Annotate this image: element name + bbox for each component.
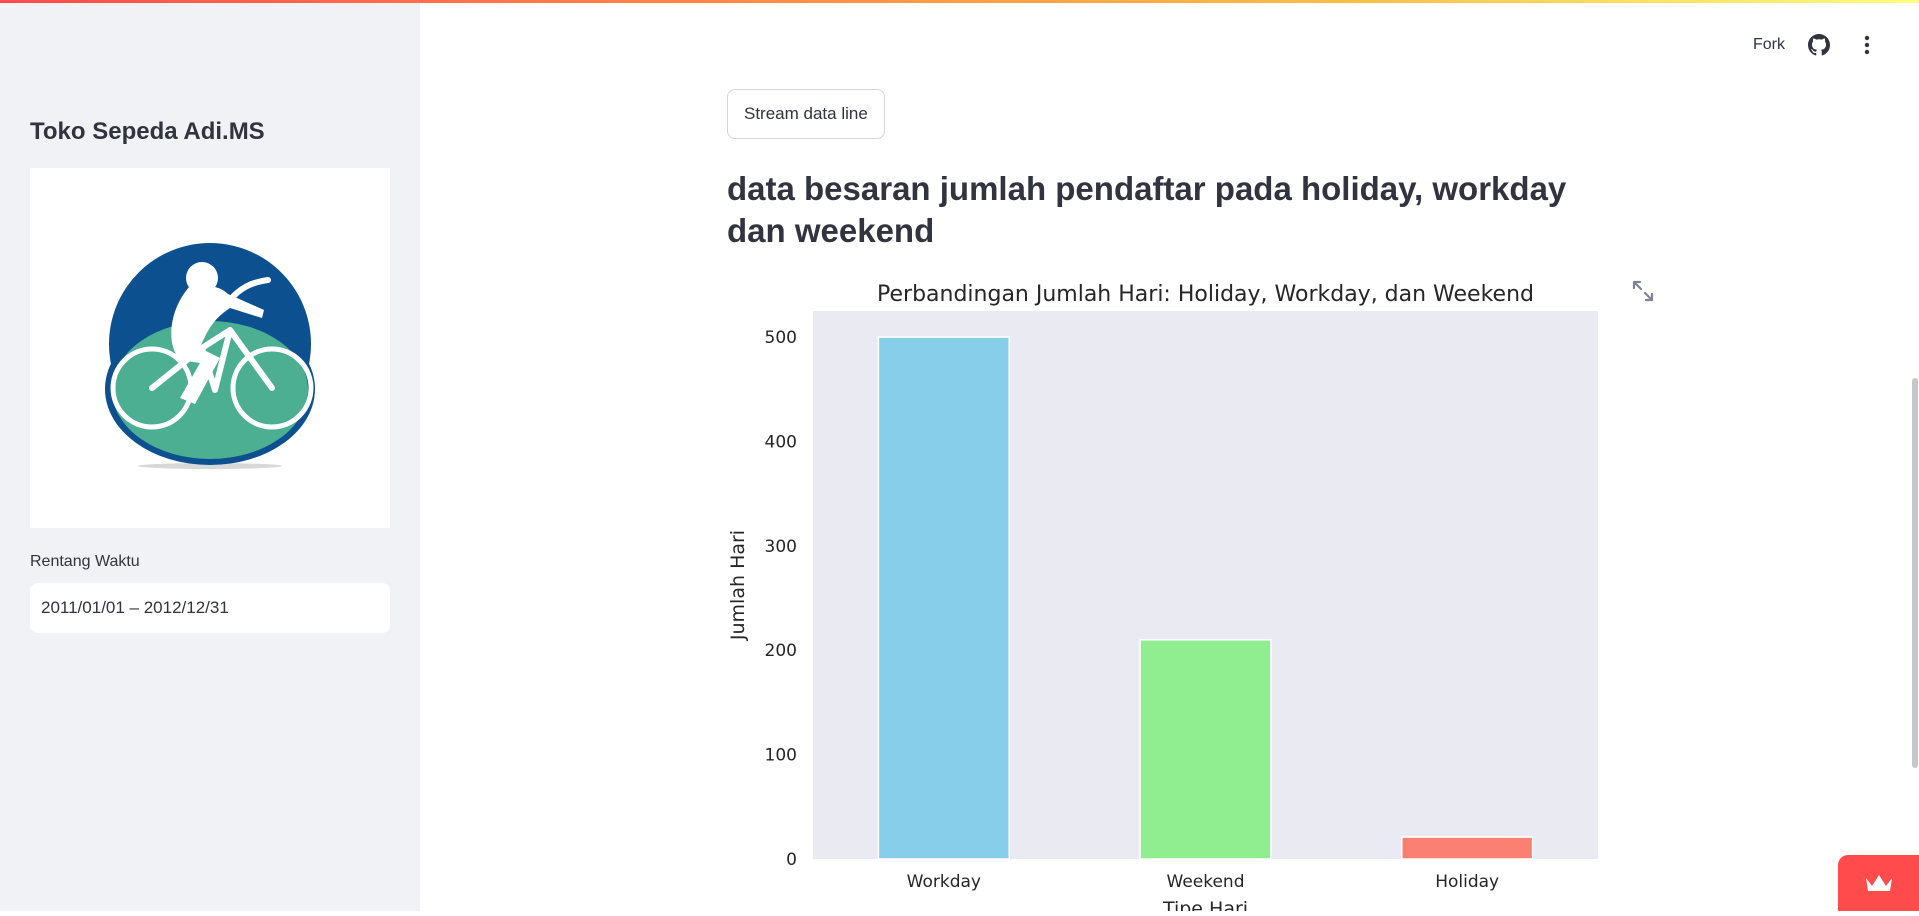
header-toolbar: Fork bbox=[1753, 28, 1881, 62]
stream-data-line-button[interactable]: Stream data line bbox=[727, 89, 885, 139]
chart-title: Perbandingan Jumlah Hari: Holiday, Workd… bbox=[877, 282, 1534, 307]
y-tick-label: 300 bbox=[765, 537, 797, 557]
streamlit-crown-icon[interactable] bbox=[1838, 855, 1919, 911]
x-tick-label: Workday bbox=[907, 872, 981, 892]
bar-chart: 0 100 200 300 400 500 Workday Weekend Holiday P… bbox=[720, 268, 1680, 916]
y-tick-label: 0 bbox=[786, 850, 797, 870]
scrollbar-thumb[interactable] bbox=[1912, 378, 1918, 768]
bar-chart-svg: 0 100 200 300 400 500 Workday Weekend Holiday P… bbox=[727, 282, 1598, 916]
fullscreen-expand-icon[interactable] bbox=[1630, 278, 1656, 304]
x-tick-label: Weekend bbox=[1167, 872, 1245, 892]
x-axis-label: Tipe Hari bbox=[1162, 898, 1248, 911]
page-title: data besaran jumlah pendaftar pada holid… bbox=[727, 170, 1567, 249]
sidebar-title: Toko Sepeda Adi.MS bbox=[30, 118, 265, 145]
github-icon[interactable] bbox=[1805, 31, 1833, 59]
date-range-input[interactable] bbox=[30, 583, 390, 633]
cyclist-logo-icon bbox=[30, 168, 390, 528]
x-tick-label: Holiday bbox=[1435, 872, 1499, 892]
y-tick-label: 100 bbox=[765, 746, 797, 766]
y-axis-label: Jumlah Hari bbox=[727, 530, 749, 641]
y-tick-label: 200 bbox=[765, 641, 797, 661]
y-tick-label: 400 bbox=[765, 432, 797, 452]
scrollbar[interactable] bbox=[1911, 0, 1919, 911]
bar-weekend bbox=[1139, 639, 1272, 860]
fork-button[interactable]: Fork bbox=[1753, 36, 1785, 53]
date-range-label: Rentang Waktu bbox=[30, 553, 140, 570]
kebab-menu-icon[interactable] bbox=[1853, 31, 1881, 59]
y-tick-label: 500 bbox=[765, 328, 797, 348]
sidebar: Toko Sepeda Adi.MS Rentang Waktu bbox=[0, 0, 420, 911]
top-decoration-strip bbox=[0, 0, 1919, 3]
bar-workday bbox=[877, 336, 1010, 860]
bar-holiday bbox=[1401, 836, 1534, 860]
